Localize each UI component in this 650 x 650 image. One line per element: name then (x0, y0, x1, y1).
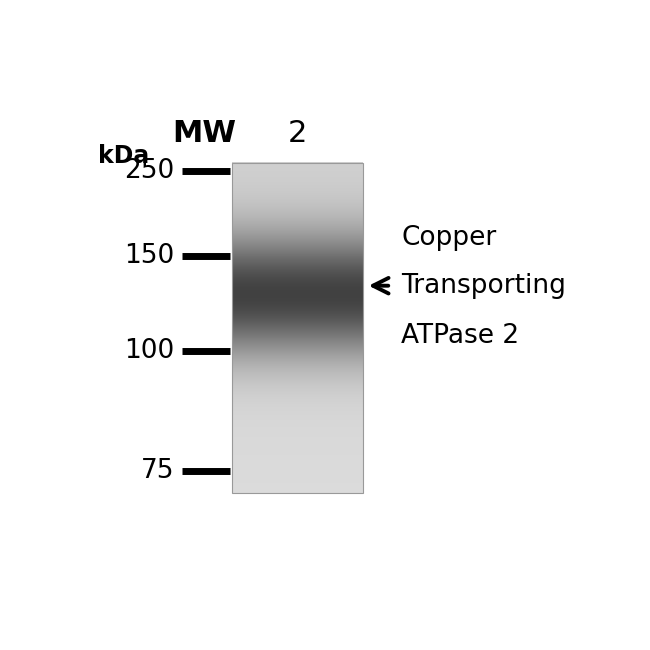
Text: 150: 150 (124, 242, 174, 268)
Text: kDa: kDa (98, 144, 150, 168)
Bar (233, 163, 363, 493)
Text: 2: 2 (288, 118, 307, 148)
Text: Copper: Copper (401, 225, 497, 251)
Text: MW: MW (173, 118, 237, 148)
Text: Transporting: Transporting (401, 273, 566, 299)
Text: 100: 100 (124, 338, 174, 364)
Text: 250: 250 (124, 157, 174, 183)
Text: ATPase 2: ATPase 2 (401, 323, 519, 349)
Text: 75: 75 (141, 458, 174, 484)
